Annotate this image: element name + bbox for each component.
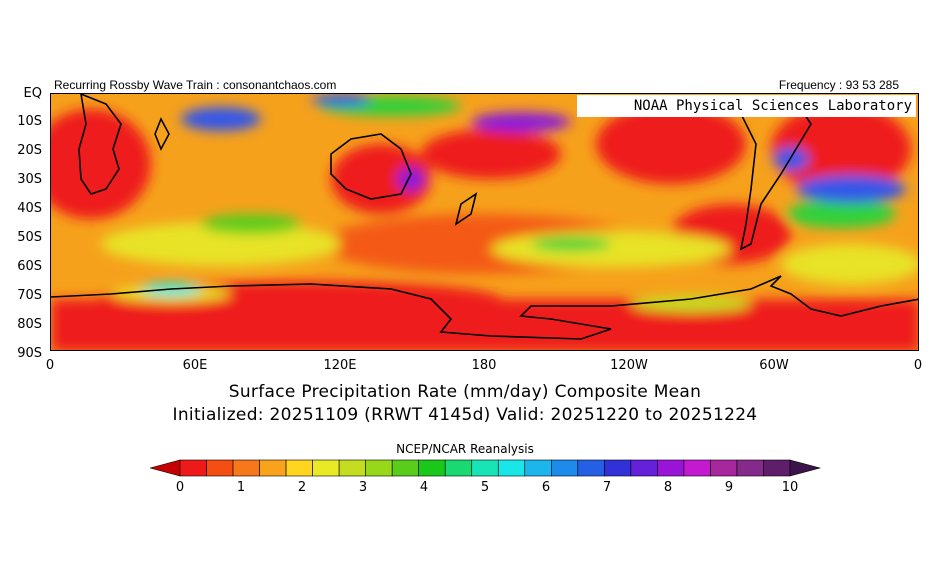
colorbar-cell [365,459,393,477]
colorbar-tick-8: 8 [663,480,673,495]
lon-label-0-right: 0 [913,358,923,373]
colorbar-cell [232,459,260,477]
colorbar-cell [391,459,419,477]
colorbar-tick-4: 4 [419,480,429,495]
colorbar-right-arrow [789,459,822,477]
new-zealand-coast [454,192,478,226]
lat-label-40s: 40S [17,201,42,216]
colorbar-cell [763,459,791,477]
map-svg [51,94,918,350]
lat-label-90s: 90S [17,346,42,361]
lat-label-20s: 20S [17,143,42,158]
colorbar-tick-3: 3 [358,480,368,495]
colorbar-left-arrow [150,459,181,477]
colorbar-cell [418,459,446,477]
source-label: NCEP/NCAR Reanalysis [396,442,534,456]
colorbar [150,459,822,477]
colorbar-cell [444,459,473,477]
precip-field-layer [51,94,918,350]
colorbar-cell [259,459,287,477]
colorbar-tick-10: 10 [781,480,799,495]
colorbar-tick-9: 9 [724,480,734,495]
precipitation-map [50,93,919,351]
colorbar-cell [551,459,579,477]
lat-label-10s: 10S [17,114,42,129]
colorbar-cell [338,459,366,477]
lat-label-30s: 30S [17,172,42,187]
lon-label-120w: 120W [610,358,648,373]
madagascar-coast [154,117,170,151]
lon-label-180: 180 [471,358,497,373]
lat-label-80s: 80S [17,317,42,332]
chart-subtitle: Initialized: 20251109 (RRWT 4145d) Valid… [172,405,758,425]
colorbar-cell [604,459,632,477]
lon-label-60e: 60E [182,358,208,373]
colorbar-tick-2: 2 [297,480,307,495]
frequency-text: Frequency : 93 53 285 [778,78,899,92]
africa-coast [78,94,122,195]
colorbar-tick-0: 0 [175,480,185,495]
antarctica-coast [51,275,918,340]
lat-label-60s: 60S [17,259,42,274]
colorbar-cell [206,459,234,477]
australia-coast [330,133,412,200]
colorbar-tick-6: 6 [541,480,551,495]
colorbar-cell [471,459,499,477]
colorbar-cells [150,459,822,477]
lon-label-120e: 120E [323,358,357,373]
colorbar-cell [285,459,313,477]
chart-title: Surface Precipitation Rate (mm/day) Comp… [228,382,702,402]
colorbar-cell [179,459,207,477]
colorbar-cell [736,459,764,477]
lat-label-eq: EQ [23,86,42,101]
colorbar-cell [710,459,738,477]
header-left-text: Recurring Rossby Wave Train : consonantc… [54,78,337,92]
colorbar-cell [577,459,605,477]
colorbar-cell [683,459,711,477]
lat-label-70s: 70S [17,288,42,303]
coastlines [51,94,918,340]
colorbar-cell [524,459,552,477]
lon-label-0-left: 0 [45,358,55,373]
colorbar-cell [657,459,685,477]
lon-label-60w: 60W [759,358,789,373]
colorbar-cell [312,459,340,477]
colorbar-cell [497,459,526,477]
org-label-box: NOAA Physical Sciences Laboratory [577,95,916,117]
colorbar-cell [630,459,658,477]
colorbar-tick-5: 5 [480,480,490,495]
colorbar-tick-7: 7 [602,480,612,495]
colorbar-tick-1: 1 [236,480,246,495]
lat-label-50s: 50S [17,230,42,245]
